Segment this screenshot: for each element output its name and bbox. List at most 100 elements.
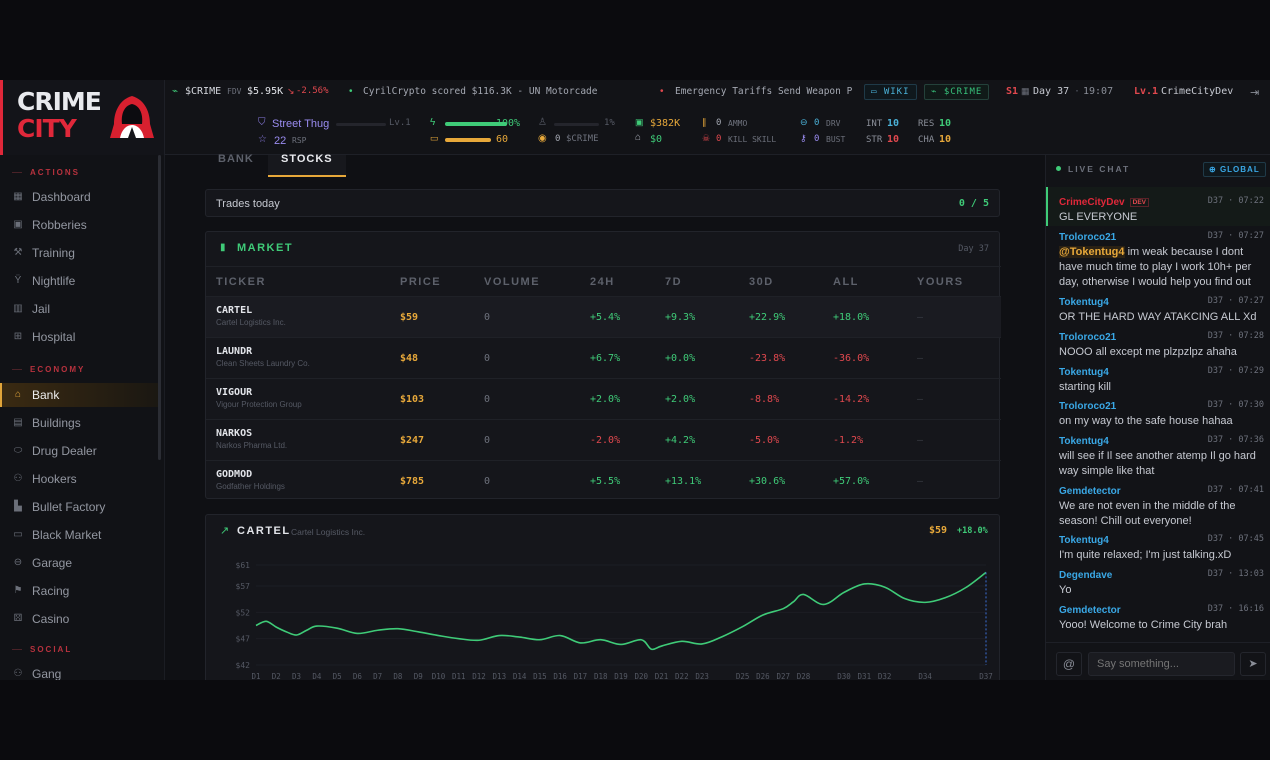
chat-user[interactable]: Troloroco21: [1059, 232, 1117, 243]
row-30d: -23.8%: [749, 353, 786, 364]
sidebar-item-casino[interactable]: ⚄ Casino: [0, 607, 160, 631]
news-item-1[interactable]: CyrilCrypto scored $116.3K - UN Motorcad…: [363, 86, 598, 97]
sidebar-item-nightlife[interactable]: Ÿ Nightlife: [0, 269, 160, 293]
row-7d: +2.0%: [665, 394, 696, 405]
col-30d[interactable]: 30D: [749, 276, 774, 288]
driving-stat: ⊖ 0 DRV: [800, 117, 860, 130]
chat-text-wrap: @Tokentug4 im weak because I dont have m…: [1059, 245, 1264, 290]
send-button[interactable]: ➤: [1240, 652, 1266, 676]
sidebar-item-garage[interactable]: ⊖ Garage: [0, 551, 160, 575]
chat-messages: CrimeCityDev DEV D37 · 07:22 GL EVERYONE…: [1046, 187, 1270, 639]
x-tick-label: D16: [553, 672, 567, 680]
logout-icon[interactable]: ⇥: [1250, 87, 1260, 99]
section-title-economy: ECONOMY: [12, 365, 85, 374]
sidebar-item-label: Casino: [32, 612, 70, 626]
sidebar-scrollbar[interactable]: [158, 155, 161, 460]
crime-link[interactable]: ⌁ $CRIME: [924, 84, 990, 100]
sidebar-item-gang[interactable]: ⚇ Gang: [0, 662, 160, 680]
col-ticker[interactable]: TICKER: [216, 276, 266, 288]
table-row[interactable]: VIGOUR Vigour Protection Group $103 0 +2…: [206, 378, 1001, 419]
x-tick-label: D21: [655, 672, 669, 680]
sidebar-item-racing[interactable]: ⚑ Racing: [0, 579, 160, 603]
bullets-stat: ♙ 1%: [538, 117, 623, 130]
sidebar-item-bullet-factory[interactable]: ▙ Bullet Factory: [0, 495, 160, 519]
bolt-icon: ϟ: [430, 117, 436, 128]
chat-text: Yo: [1059, 584, 1072, 596]
chat-user[interactable]: Tokentug4: [1059, 535, 1109, 546]
table-row[interactable]: LAUNDR Clean Sheets Laundry Co. $48 0 +6…: [206, 337, 1001, 378]
sidebar-item-training[interactable]: ⚒ Training: [0, 241, 160, 265]
table-row[interactable]: CARTEL Cartel Logistics Inc. $59 0 +5.4%…: [206, 296, 1001, 337]
wiki-link[interactable]: ▭ WIKI: [864, 84, 917, 100]
chat-user[interactable]: Gemdetector: [1059, 605, 1121, 616]
table-row[interactable]: GODMOD Godfather Holdings $785 0 +5.5% +…: [206, 460, 1001, 501]
chat-user[interactable]: CrimeCityDev: [1059, 197, 1125, 208]
col-volume[interactable]: VOLUME: [484, 276, 541, 288]
market-card: ▮ MARKET Day 37 TICKER PRICE VOLUME 24H …: [205, 231, 1001, 500]
row-all: -36.0%: [833, 353, 870, 364]
table-header: TICKER PRICE VOLUME 24H 7D 30D ALL YOURS: [206, 266, 1001, 296]
col-24h[interactable]: 24H: [590, 276, 615, 288]
sidebar-item-jail[interactable]: ▥ Jail: [0, 297, 160, 321]
tab-stocks[interactable]: STOCKS: [268, 154, 346, 177]
mention-button[interactable]: @: [1056, 652, 1082, 676]
kill-skill-stat: ☠ 0 KILL SKILL: [702, 133, 792, 146]
bank-icon: ⌂: [14, 389, 22, 400]
row-price: $59: [400, 312, 419, 323]
x-tick-label: D23: [695, 672, 709, 680]
row-24h: -2.0%: [590, 435, 621, 446]
chat-user[interactable]: Tokentug4: [1059, 297, 1109, 308]
sidebar-item-black-market[interactable]: ▭ Black Market: [0, 523, 160, 547]
chat-user[interactable]: Gemdetector: [1059, 486, 1121, 497]
chat-user[interactable]: Troloroco21: [1059, 401, 1117, 412]
chat-text: will see if Il see another atemp Il go h…: [1059, 450, 1256, 477]
car-icon: ⊖: [13, 557, 23, 568]
market-table: TICKER PRICE VOLUME 24H 7D 30D ALL YOURS…: [206, 266, 1001, 500]
sidebar-item-hookers[interactable]: ⚇ Hookers: [0, 467, 160, 491]
chat-user[interactable]: Tokentug4: [1059, 436, 1109, 447]
chat-time: D37 · 07:22: [1207, 196, 1264, 206]
logo[interactable]: CRIME CITY: [0, 80, 165, 155]
row-24h: +5.4%: [590, 312, 621, 323]
x-tick-label: D25: [736, 672, 750, 680]
username[interactable]: CrimeCityDev: [1161, 86, 1234, 97]
tab-bank[interactable]: BANK: [218, 153, 254, 165]
table-row[interactable]: NARKOS Narkos Pharma Ltd. $247 0 -2.0% +…: [206, 419, 1001, 460]
row-all: -14.2%: [833, 394, 870, 405]
logo-line-1: CRIME: [17, 87, 102, 116]
y-tick-label: $52: [236, 608, 251, 617]
col-7d[interactable]: 7D: [665, 276, 683, 288]
sidebar-item-hospital[interactable]: ⊞ Hospital: [0, 325, 160, 349]
chat-text: We are not even in the middle of the sea…: [1059, 500, 1236, 527]
chat-user[interactable]: Troloroco21: [1059, 332, 1117, 343]
global-channel-button[interactable]: ⊕ GLOBAL: [1203, 162, 1266, 177]
row-7d: +4.2%: [665, 435, 696, 446]
user-level: Lv.1: [1134, 86, 1159, 97]
x-tick-label: D9: [414, 672, 423, 680]
news-item-2[interactable]: Emergency Tariffs Send Weapon P: [675, 86, 853, 97]
sidebar-item-drug-dealer[interactable]: ⬭ Drug Dealer: [0, 439, 160, 463]
section-title-actions: ACTIONS: [12, 168, 80, 177]
chat-message: Troloroco21 D37 · 07:30 on my way to the…: [1059, 400, 1264, 429]
fdv-change: -2.56%: [296, 86, 329, 96]
game-day: Day 37: [1033, 86, 1070, 97]
sidebar-item-dashboard[interactable]: ▦ Dashboard: [0, 185, 160, 209]
sidebar-item-bank[interactable]: ⌂ Bank: [0, 383, 160, 407]
res-value: 10: [939, 118, 952, 129]
chat-message: Tokentug4 D37 · 07:45 I'm quite relaxed;…: [1059, 534, 1264, 563]
col-all[interactable]: ALL: [833, 276, 859, 288]
chat-user[interactable]: Tokentug4: [1059, 367, 1109, 378]
x-tick-label: D34: [918, 672, 932, 680]
sidebar-item-robberies[interactable]: ▣ Robberies: [0, 213, 160, 237]
sidebar-item-buildings[interactable]: ▤ Buildings: [0, 411, 160, 435]
x-tick-label: D5: [333, 672, 342, 680]
col-price[interactable]: PRICE: [400, 276, 442, 288]
chat-user[interactable]: Degendave: [1059, 570, 1113, 581]
chat-mention[interactable]: @Tokentug4: [1059, 246, 1125, 258]
fdv-value: $5.95K: [247, 86, 284, 97]
col-yours[interactable]: YOURS: [917, 276, 964, 288]
row-price: $103: [400, 394, 425, 405]
chat-input[interactable]: [1088, 652, 1235, 676]
grid-icon: ▦: [13, 191, 23, 202]
